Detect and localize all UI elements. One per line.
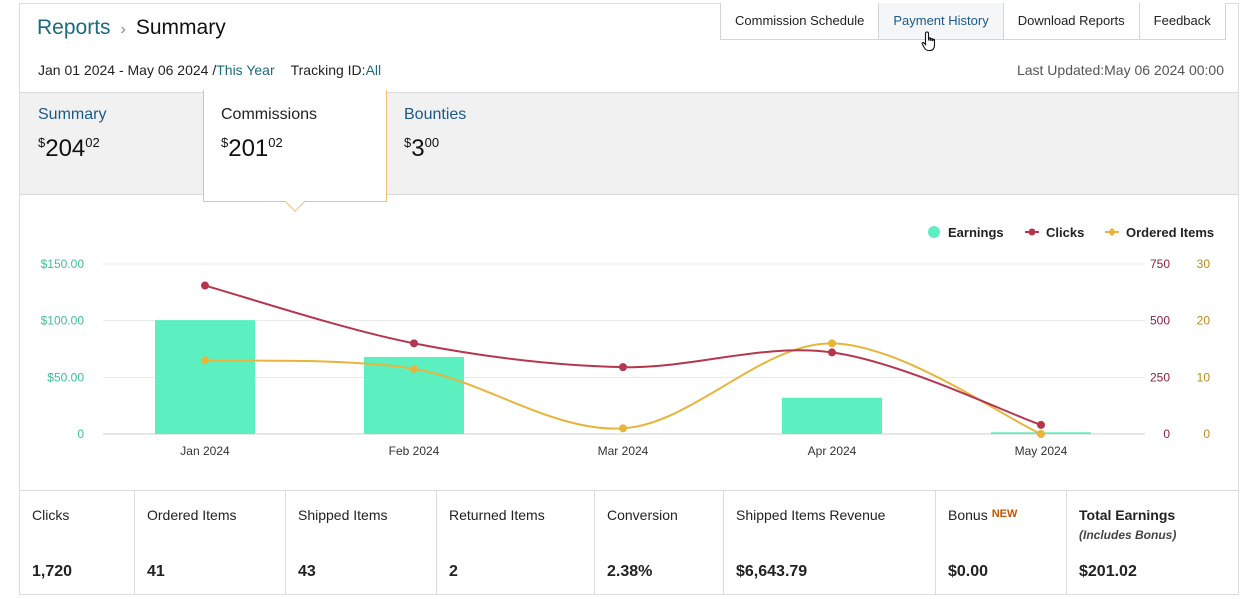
legend-clicks-marker: [1028, 228, 1036, 236]
legend-label: Ordered Items: [1126, 225, 1214, 240]
date-preset-link[interactable]: This Year: [216, 62, 275, 78]
y-left-tick-label: $50.00: [47, 370, 84, 384]
ordered-items-line: [204, 342, 1042, 435]
y-right-clicks-tick-label: 250: [1150, 370, 1170, 384]
y-right-clicks-tick-label: 0: [1163, 427, 1170, 441]
metrics-row: Clicks 1,720 Ordered Items 41 Shipped It…: [20, 490, 1238, 594]
y-left-tick-label: $150.00: [41, 257, 85, 271]
page-title: Summary: [135, 16, 226, 39]
y-right-items-tick-label: 0: [1203, 427, 1210, 441]
commissions-card[interactable]: Commissions $20102: [203, 90, 387, 212]
bounties-card-amount: $300: [404, 135, 440, 162]
earnings-chart: $150.00 $100.00 $50.00 0 750 500 250 0 30 20 10 0 Ja…: [41, 225, 1215, 458]
earnings-bar: [782, 397, 882, 434]
tab-feedback[interactable]: Feedback: [1138, 3, 1225, 39]
metric-value: $201.02: [1079, 563, 1137, 580]
metric-value: 43: [298, 563, 316, 580]
metric-label: Conversion: [607, 507, 678, 523]
y-left-tick-label: 0: [77, 427, 84, 441]
ordered-items-point: [201, 356, 209, 365]
metric-label: Shipped Items: [298, 507, 388, 523]
clicks-line: [204, 284, 1042, 426]
y-left-tick-label: $100.00: [41, 314, 85, 328]
metric-shipped-items-revenue: Shipped Items Revenue $6,643.79: [723, 491, 935, 594]
ordered-items-point: [1037, 430, 1045, 438]
x-tick-label: Jan 2024: [180, 444, 230, 458]
clicks-point: [828, 348, 836, 357]
metric-shipped-items: Shipped Items 43: [285, 491, 436, 594]
legend-earnings-marker: [928, 226, 940, 238]
y-right-items-tick-label: 30: [1197, 257, 1211, 271]
summary-card-label: Summary: [38, 106, 107, 123]
tracking-id-link[interactable]: All: [365, 62, 382, 78]
metric-bonus: Bonus NEW $0.00: [935, 491, 1066, 594]
metric-value: 41: [147, 563, 165, 580]
chevron-right-icon: ›: [120, 21, 126, 38]
y-right-items-tick-label: 20: [1197, 314, 1211, 328]
metric-value: $0.00: [948, 563, 989, 580]
metric-label: Clicks: [32, 507, 70, 523]
metric-label: Returned Items: [449, 507, 545, 523]
ordered-items-point: [410, 364, 418, 373]
hand-pointer-icon: [921, 31, 936, 52]
y-right-clicks-tick-label: 750: [1150, 257, 1170, 271]
summary-card-amount: $20402: [38, 135, 100, 162]
report-tabs: Commission Schedule Payment History Down…: [720, 3, 1226, 40]
tab-commission-schedule[interactable]: Commission Schedule: [735, 13, 865, 28]
x-tick-label: Apr 2024: [808, 444, 857, 458]
tab-download-reports[interactable]: Download Reports: [1002, 3, 1139, 39]
legend-label: Earnings: [948, 225, 1004, 240]
date-range-text: Jan 01 2024 - May 06 2024 /: [38, 62, 217, 78]
x-tick-label: May 2024: [1015, 444, 1068, 458]
new-badge: NEW: [991, 508, 1018, 520]
metric-sublabel: (Includes Bonus): [1079, 528, 1177, 542]
metric-ordered-items: Ordered Items 41: [134, 491, 285, 594]
metric-returned-items: Returned Items 2: [436, 491, 594, 594]
commissions-card-label: Commissions: [221, 106, 318, 123]
breadcrumb: Reports › Summary: [37, 16, 226, 40]
bounties-card-label: Bounties: [404, 106, 467, 123]
metric-clicks: Clicks 1,720: [20, 491, 134, 594]
metric-value: $6,643.79: [736, 563, 808, 580]
metric-value: 2: [449, 563, 458, 580]
metric-total-earnings: Total Earnings (Includes Bonus) $201.02: [1066, 491, 1238, 594]
legend-ordered-items-marker: [1107, 227, 1117, 237]
metric-value: 2.38%: [607, 563, 653, 580]
y-right-items-tick-label: 10: [1197, 370, 1211, 384]
clicks-point: [410, 339, 418, 348]
y-right-clicks-tick-label: 500: [1150, 314, 1170, 328]
x-tick-label: Feb 2024: [389, 444, 440, 458]
earnings-bar: [155, 320, 255, 434]
tracking-id-label: Tracking ID:: [290, 62, 366, 78]
legend-label: Clicks: [1046, 225, 1084, 240]
clicks-point: [201, 281, 209, 290]
summary-strip: Summary $20402 Commissions $20102 Bounti…: [20, 90, 1238, 212]
metric-label: Total Earnings: [1079, 507, 1176, 523]
commissions-card-amount: $20102: [221, 135, 283, 162]
breadcrumb-reports-link[interactable]: Reports: [37, 16, 111, 39]
metric-label: Bonus NEW: [948, 507, 1018, 523]
metric-conversion: Conversion 2.38%: [594, 491, 723, 594]
ordered-items-point: [828, 339, 836, 348]
tab-payment-history[interactable]: Payment History: [878, 3, 1003, 39]
clicks-point: [1037, 420, 1045, 429]
ordered-items-point: [619, 424, 627, 433]
metric-label: Shipped Items Revenue: [736, 507, 886, 523]
date-range-row: Jan 01 2024 - May 06 2024 / This Year Tr…: [38, 62, 381, 78]
x-tick-label: Mar 2024: [598, 444, 649, 458]
metric-label: Ordered Items: [147, 507, 237, 523]
clicks-point: [619, 363, 627, 372]
last-updated-text: Last Updated:May 06 2024 00:00: [1016, 62, 1224, 78]
metric-value: 1,720: [32, 563, 73, 580]
